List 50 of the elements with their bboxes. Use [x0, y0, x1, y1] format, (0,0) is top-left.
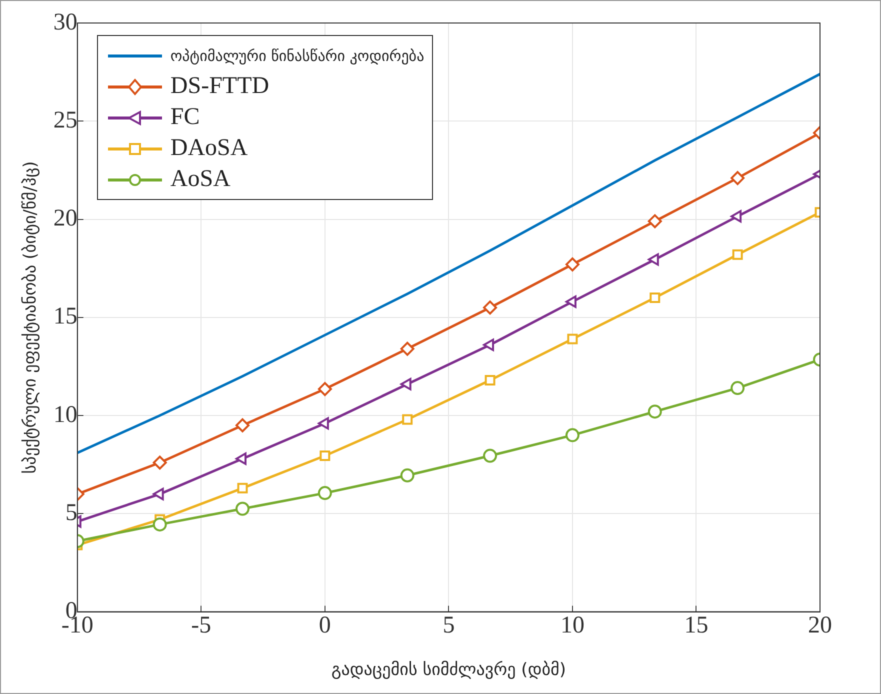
point — [650, 292, 660, 304]
point — [484, 374, 496, 386]
point — [732, 249, 743, 260]
x-tick-label: 0 — [318, 612, 331, 638]
point — [318, 486, 332, 500]
legend-label: AoSA — [170, 166, 230, 193]
point — [648, 214, 662, 228]
point — [648, 404, 662, 419]
point — [567, 334, 578, 344]
point — [483, 448, 498, 463]
point — [152, 456, 167, 470]
legend-label: DS-FTTD — [170, 73, 270, 100]
y-tick-label: 15 — [53, 304, 78, 330]
point — [483, 300, 498, 315]
y-tick-label: 10 — [53, 402, 78, 428]
y-tick-label: 30 — [53, 9, 78, 36]
point — [565, 428, 580, 442]
point — [318, 382, 332, 396]
point — [318, 417, 329, 430]
point — [400, 378, 412, 390]
x-tick-label: 15 — [684, 612, 708, 638]
point — [730, 381, 745, 396]
legend-label: ოპტიმალური წინასწარი კოდირება — [170, 46, 424, 64]
point — [400, 468, 414, 482]
x-tick-label: -5 — [191, 612, 212, 638]
point — [483, 338, 494, 352]
point — [400, 342, 414, 356]
point — [730, 210, 742, 223]
y-tick-label: 20 — [53, 206, 78, 232]
point — [236, 418, 250, 432]
point — [236, 502, 250, 516]
x-tick-label: 10 — [560, 612, 584, 638]
point — [565, 296, 576, 308]
point — [320, 450, 330, 462]
point — [565, 257, 580, 272]
point — [730, 171, 745, 186]
y-tick-label: 25 — [53, 107, 78, 134]
point — [237, 482, 248, 494]
point — [648, 253, 659, 266]
point — [402, 414, 413, 425]
x-tick-label: 20 — [808, 612, 832, 638]
y-tick-label: 5 — [65, 500, 78, 526]
legend-label: DAoSA — [170, 135, 248, 162]
point — [152, 517, 167, 532]
legend-label: FC — [170, 104, 200, 131]
x-tick-label: 5 — [442, 612, 455, 638]
y-axis-title: სპექტრული ეფექტიანობა (ბიტი/წმ/ჰც) — [20, 161, 41, 474]
x-axis-title: გადაცემის სიმძლავრე (დბმ) — [331, 660, 566, 680]
point — [152, 488, 164, 500]
point — [236, 452, 247, 465]
